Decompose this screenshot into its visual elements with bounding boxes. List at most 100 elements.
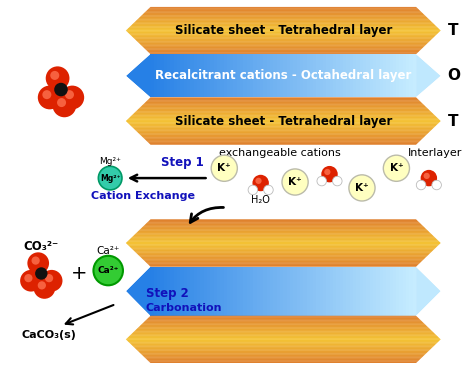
Polygon shape	[128, 118, 438, 119]
Polygon shape	[230, 266, 234, 316]
Polygon shape	[214, 266, 217, 316]
Circle shape	[211, 155, 237, 181]
Polygon shape	[144, 12, 423, 13]
Polygon shape	[313, 54, 317, 97]
Polygon shape	[346, 54, 350, 97]
Polygon shape	[146, 320, 421, 321]
Polygon shape	[132, 236, 434, 237]
Polygon shape	[320, 266, 323, 316]
Text: K⁺: K⁺	[218, 163, 231, 173]
Polygon shape	[267, 266, 270, 316]
Circle shape	[349, 175, 375, 201]
Circle shape	[248, 185, 258, 195]
Polygon shape	[132, 24, 435, 25]
Polygon shape	[147, 51, 419, 52]
Polygon shape	[143, 226, 423, 227]
Polygon shape	[136, 233, 431, 234]
Polygon shape	[370, 266, 373, 316]
Polygon shape	[191, 54, 194, 97]
Polygon shape	[303, 266, 307, 316]
Polygon shape	[386, 266, 390, 316]
Polygon shape	[333, 266, 337, 316]
Polygon shape	[143, 13, 423, 14]
Text: T: T	[447, 23, 458, 38]
Polygon shape	[240, 266, 244, 316]
Polygon shape	[138, 351, 428, 352]
Polygon shape	[137, 253, 430, 254]
Polygon shape	[383, 266, 386, 316]
Polygon shape	[136, 20, 431, 21]
Polygon shape	[174, 54, 177, 97]
Polygon shape	[340, 54, 343, 97]
Polygon shape	[131, 344, 436, 345]
Polygon shape	[234, 266, 237, 316]
Polygon shape	[220, 266, 224, 316]
Polygon shape	[141, 257, 426, 258]
Polygon shape	[126, 54, 151, 97]
Polygon shape	[300, 266, 303, 316]
Polygon shape	[207, 54, 210, 97]
Text: Silicate sheet - Tetrahedral layer: Silicate sheet - Tetrahedral layer	[174, 115, 392, 127]
Polygon shape	[140, 256, 427, 257]
Polygon shape	[141, 135, 426, 136]
Polygon shape	[150, 144, 417, 145]
Polygon shape	[293, 266, 297, 316]
Polygon shape	[154, 54, 157, 97]
Polygon shape	[140, 353, 427, 354]
Polygon shape	[283, 266, 287, 316]
Text: Mg²⁺: Mg²⁺	[100, 173, 120, 183]
Polygon shape	[164, 266, 167, 316]
Polygon shape	[135, 39, 432, 40]
Polygon shape	[337, 54, 340, 97]
Polygon shape	[270, 54, 273, 97]
Circle shape	[99, 166, 122, 190]
Polygon shape	[138, 133, 428, 134]
Polygon shape	[257, 266, 260, 316]
Polygon shape	[136, 111, 431, 112]
Polygon shape	[320, 54, 323, 97]
Polygon shape	[145, 102, 422, 103]
Polygon shape	[137, 231, 429, 232]
Polygon shape	[390, 266, 393, 316]
Circle shape	[42, 90, 51, 99]
Polygon shape	[136, 130, 431, 131]
Polygon shape	[132, 114, 434, 115]
Polygon shape	[150, 219, 417, 220]
Polygon shape	[127, 338, 440, 339]
Polygon shape	[141, 136, 425, 137]
Polygon shape	[137, 132, 429, 133]
Polygon shape	[146, 262, 421, 263]
Text: Cation Exchange: Cation Exchange	[91, 191, 195, 201]
Polygon shape	[310, 54, 313, 97]
Polygon shape	[137, 110, 430, 111]
Circle shape	[27, 252, 49, 274]
Polygon shape	[138, 108, 428, 109]
Polygon shape	[147, 360, 419, 361]
Polygon shape	[132, 332, 434, 333]
Polygon shape	[143, 47, 423, 48]
Polygon shape	[144, 357, 423, 358]
Polygon shape	[126, 54, 151, 76]
Polygon shape	[132, 23, 434, 24]
Polygon shape	[132, 37, 434, 38]
Polygon shape	[234, 54, 237, 97]
Polygon shape	[137, 328, 430, 329]
Polygon shape	[154, 266, 157, 316]
Polygon shape	[373, 54, 376, 97]
Polygon shape	[141, 15, 425, 16]
Polygon shape	[142, 137, 424, 138]
Polygon shape	[197, 266, 201, 316]
Polygon shape	[380, 54, 383, 97]
Polygon shape	[247, 54, 250, 97]
Polygon shape	[396, 266, 400, 316]
Polygon shape	[137, 131, 430, 132]
Text: K⁺: K⁺	[288, 177, 302, 187]
Polygon shape	[129, 117, 438, 118]
Polygon shape	[146, 141, 420, 142]
Polygon shape	[148, 142, 419, 143]
Polygon shape	[148, 52, 419, 53]
Text: Step 1: Step 1	[161, 156, 203, 169]
Polygon shape	[146, 101, 421, 102]
Polygon shape	[145, 139, 422, 140]
Polygon shape	[406, 54, 410, 97]
